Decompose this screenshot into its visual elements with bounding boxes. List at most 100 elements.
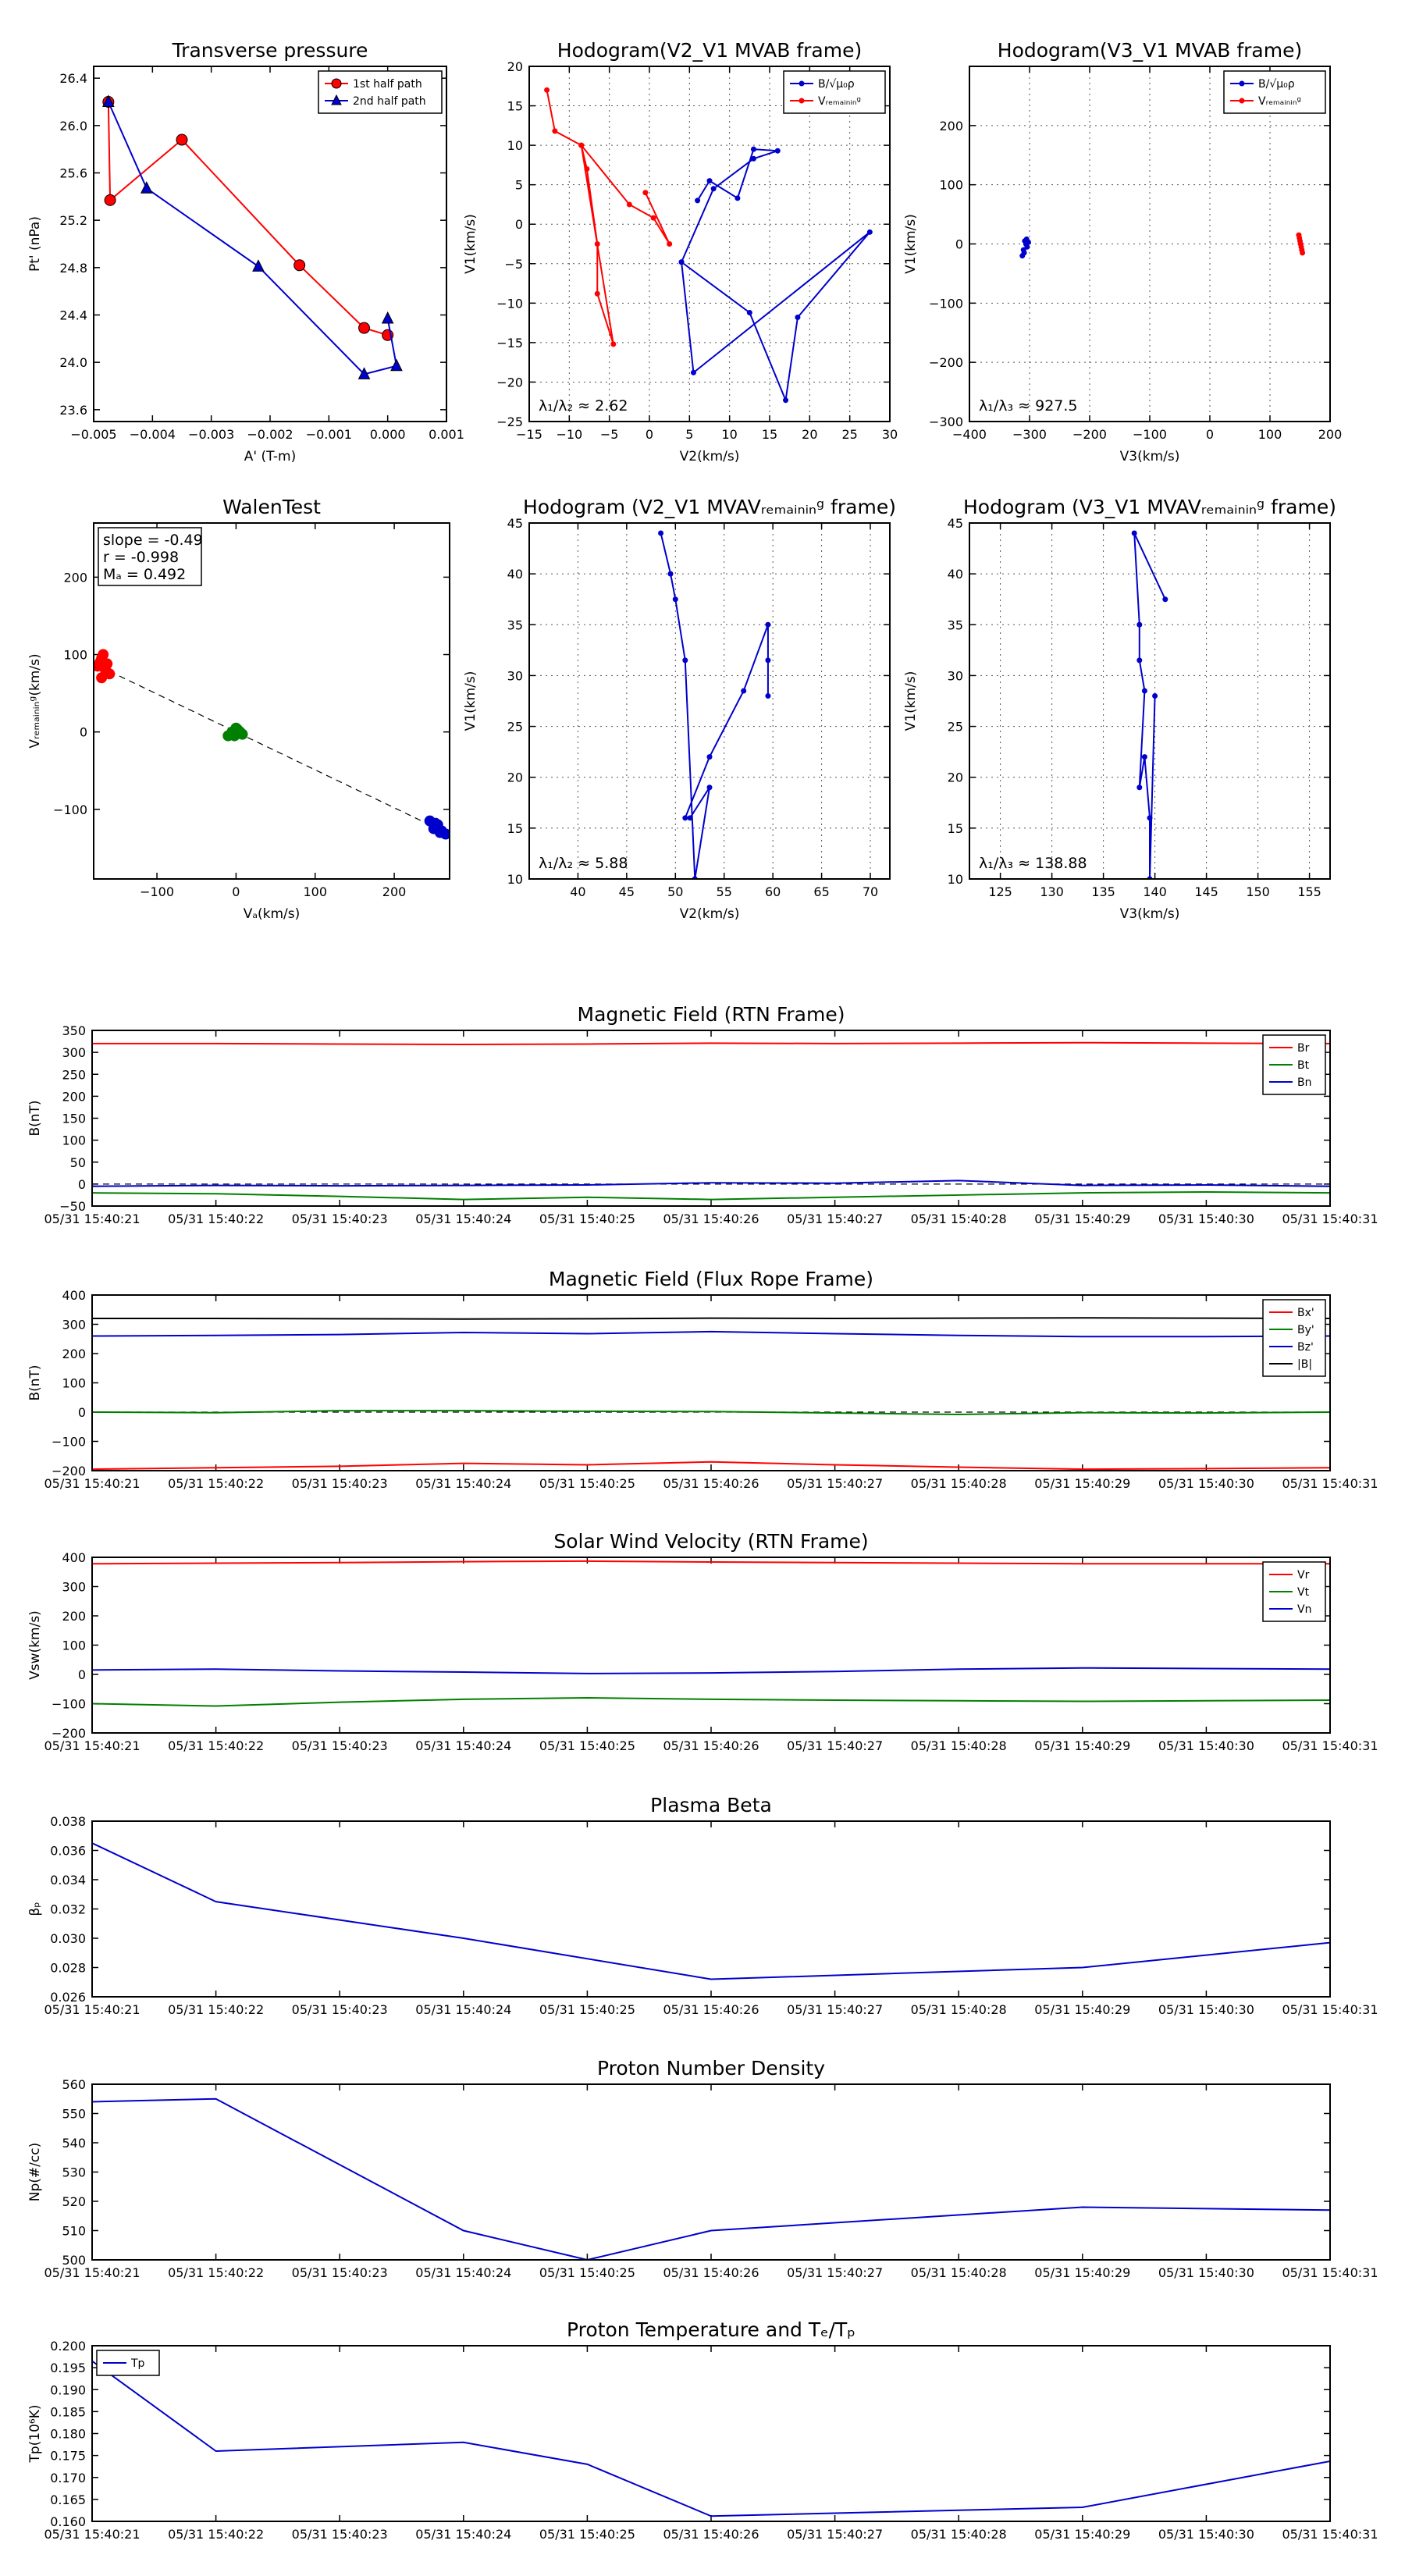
y-tick-label: 0.200 (50, 2339, 86, 2354)
legend-label: 2nd half path (353, 95, 426, 108)
legend-label: Bn (1297, 1076, 1311, 1089)
axis-frame (969, 522, 1331, 880)
y-tick-label: 20 (507, 770, 523, 785)
x-tick-label: 45 (619, 884, 635, 899)
x-tick-label: 125 (988, 884, 1012, 899)
y-tick-label: 24.8 (59, 261, 87, 276)
x-tick-label: 05/31 15:40:25 (539, 2527, 635, 2542)
x-tick-label: 40 (570, 884, 585, 899)
x-tick-label: 05/31 15:40:27 (787, 2002, 883, 2017)
data-point (774, 148, 781, 154)
legend: Bx' By' Bz' |B| (1262, 1299, 1326, 1377)
chart-title: WalenTest (222, 496, 321, 518)
x-tick-label: 100 (1258, 427, 1282, 442)
x-tick-label: 05/31 15:40:28 (911, 2002, 1007, 2017)
plot-area (1131, 530, 1168, 879)
x-axis-label: V2(km/s) (680, 906, 740, 922)
y-tick-label: 0.160 (50, 2514, 86, 2529)
x-tick-label: 05/31 15:40:22 (168, 1476, 264, 1491)
legend-label: Bt (1297, 1059, 1310, 1072)
y-tick-label: 20 (948, 770, 963, 785)
data-point (102, 94, 115, 107)
y-tick-label: 530 (62, 2165, 86, 2180)
chart-hodogram_v2v1_mvab: Hodogram(V2_V1 MVAB frame) −15 −10 −5 0 5 10 15… (463, 39, 898, 464)
axis-frame (91, 1294, 1331, 1471)
x-tick-label: 05/31 15:40:28 (911, 1212, 1007, 1226)
plot-area (92, 1560, 1330, 1707)
data-point (750, 155, 756, 162)
x-tick-label: 05/31 15:40:23 (292, 1738, 388, 1753)
plot-area (94, 649, 450, 840)
legend-box (783, 70, 886, 114)
y-axis-label: V1(km/s) (463, 214, 478, 274)
data-point (690, 369, 696, 375)
x-tick-label: −0.004 (130, 427, 176, 442)
x-tick-label: 145 (1194, 884, 1218, 899)
y-tick-label: 510 (62, 2224, 86, 2239)
x-tick-label: 65 (813, 884, 829, 899)
y-tick-label: −25 (496, 415, 523, 429)
data-point (1136, 657, 1143, 664)
x-tick-label: 140 (1143, 884, 1167, 899)
y-tick-label: −100 (929, 296, 963, 311)
y-tick-label: 540 (62, 2136, 86, 2151)
series-1st half path (102, 96, 394, 341)
legend-label: 1st half path (353, 78, 422, 91)
y-tick-label: 0.038 (50, 1814, 86, 1829)
data-point (429, 817, 441, 829)
data-point (750, 146, 756, 152)
y-tick-label: 0.180 (50, 2427, 86, 2442)
y-tick-label: 400 (62, 1288, 86, 1303)
annotation-text: λ₁/λ₂ ≈ 5.88 (539, 855, 628, 872)
data-point (710, 186, 717, 192)
x-tick-label: 05/31 15:40:30 (1158, 1738, 1254, 1753)
legend: Tp (96, 2350, 160, 2376)
series-B (1019, 236, 1031, 259)
series-line (92, 1842, 1330, 1980)
axis-frame (93, 522, 450, 880)
x-tick-label: −0.002 (247, 427, 293, 442)
series-Tp (92, 2360, 1330, 2517)
y-tick-label: −100 (52, 1435, 86, 1450)
y-tick-label: 45 (948, 516, 963, 531)
series-line (92, 1560, 1330, 1565)
x-tick-label: 05/31 15:40:25 (539, 1212, 635, 1226)
y-tick-label: 15 (948, 821, 963, 836)
series-Np (92, 2097, 1330, 2260)
x-tick-label: 05/31 15:40:29 (1034, 1476, 1130, 1491)
y-tick-label: 24.4 (59, 308, 87, 323)
y-tick-label: 0 (78, 1405, 86, 1420)
x-tick-label: 05/31 15:40:25 (539, 1476, 635, 1491)
y-tick-label: 35 (948, 617, 963, 632)
data-point (229, 730, 240, 742)
legend: B/√μ₀ρ Vᵣₑₘₐᵢₙᵢₙᵍ (1223, 70, 1326, 114)
x-axis-label: V2(km/s) (680, 449, 740, 464)
data-point (1141, 688, 1147, 694)
x-tick-label: 05/31 15:40:21 (44, 1738, 140, 1753)
y-axis-label: V1(km/s) (903, 671, 919, 731)
y-tick-label: 100 (62, 1133, 86, 1148)
data-point (594, 241, 600, 247)
y-tick-label: 25 (948, 720, 963, 735)
legend-label: Bx' (1297, 1307, 1314, 1319)
x-tick-label: 05/31 15:40:30 (1158, 1212, 1254, 1226)
x-tick-label: 05/31 15:40:25 (539, 1738, 635, 1753)
y-tick-label: 0.170 (50, 2471, 86, 2485)
y-tick-label: 300 (62, 1318, 86, 1332)
y-axis-label: B(nT) (27, 1364, 43, 1400)
y-tick-label: 550 (62, 2107, 86, 2122)
data-point (765, 621, 771, 628)
regression-line (109, 671, 443, 831)
x-tick-label: 05/31 15:40:23 (292, 2002, 388, 2017)
legend-marker (799, 80, 805, 87)
x-tick-label: 05/31 15:40:31 (1282, 1738, 1378, 1753)
y-tick-label: 0 (515, 217, 523, 232)
series-line (92, 1410, 1330, 1416)
series-beta (92, 1842, 1330, 1980)
series-line (546, 90, 670, 345)
x-tick-label: 05/31 15:40:27 (787, 2527, 883, 2542)
series-line (660, 532, 769, 879)
y-axis-label: V1(km/s) (903, 214, 919, 274)
x-tick-label: 05/31 15:40:27 (787, 2265, 883, 2280)
